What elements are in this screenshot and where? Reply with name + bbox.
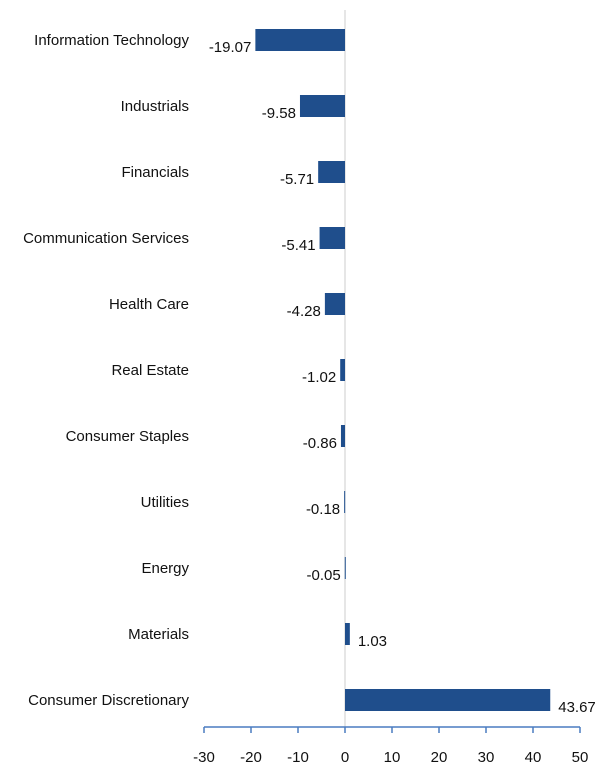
category-label: Health Care <box>109 296 189 313</box>
bars-group <box>255 29 551 711</box>
bar <box>345 623 350 645</box>
value-label: -1.02 <box>302 369 336 386</box>
category-label: Consumer Staples <box>66 428 189 445</box>
bar <box>318 161 345 183</box>
x-tick-label: 20 <box>431 749 448 764</box>
value-label: -4.28 <box>287 303 321 320</box>
value-label: -5.71 <box>280 171 314 188</box>
value-label: -19.07 <box>209 39 252 56</box>
value-label: -0.18 <box>306 501 340 518</box>
x-tick-label: -20 <box>240 749 262 764</box>
category-label: Materials <box>128 626 189 643</box>
category-label: Energy <box>141 560 189 577</box>
category-label: Communication Services <box>23 230 189 247</box>
x-tick-label: 30 <box>478 749 495 764</box>
bar <box>319 227 345 249</box>
bar <box>344 491 346 513</box>
x-axis-ticks: -30 -20 -10 0 10 20 30 40 50 <box>193 727 588 764</box>
x-tick-label: -10 <box>287 749 309 764</box>
bar <box>340 425 345 447</box>
category-label: Financials <box>121 164 189 181</box>
value-label: -9.58 <box>262 105 296 122</box>
bar <box>255 29 345 51</box>
bar <box>345 689 551 711</box>
x-tick-label: 50 <box>572 749 589 764</box>
category-label: Utilities <box>141 494 189 511</box>
value-label: -0.86 <box>303 435 337 452</box>
bar <box>340 359 345 381</box>
category-label: Consumer Discretionary <box>28 692 189 709</box>
category-label: Real Estate <box>111 362 189 379</box>
category-label: Information Technology <box>34 32 189 49</box>
bar <box>299 95 345 117</box>
x-tick-label: 0 <box>341 749 349 764</box>
value-label: 43.67 <box>558 699 596 716</box>
value-label: 1.03 <box>358 633 387 650</box>
value-labels: -19.07 -9.58 -5.71 -5.41 -4.28 -1.02 -0.86 -0.1… <box>209 39 596 716</box>
x-tick-label: 10 <box>384 749 401 764</box>
bar <box>324 293 345 315</box>
value-label: -5.41 <box>281 237 315 254</box>
x-tick-label: -30 <box>193 749 215 764</box>
bar <box>344 557 346 579</box>
x-tick-label: 40 <box>525 749 542 764</box>
category-labels: Information Technology Industrials Financi… <box>23 32 189 709</box>
category-label: Industrials <box>121 98 189 115</box>
value-label: -0.05 <box>307 567 341 584</box>
